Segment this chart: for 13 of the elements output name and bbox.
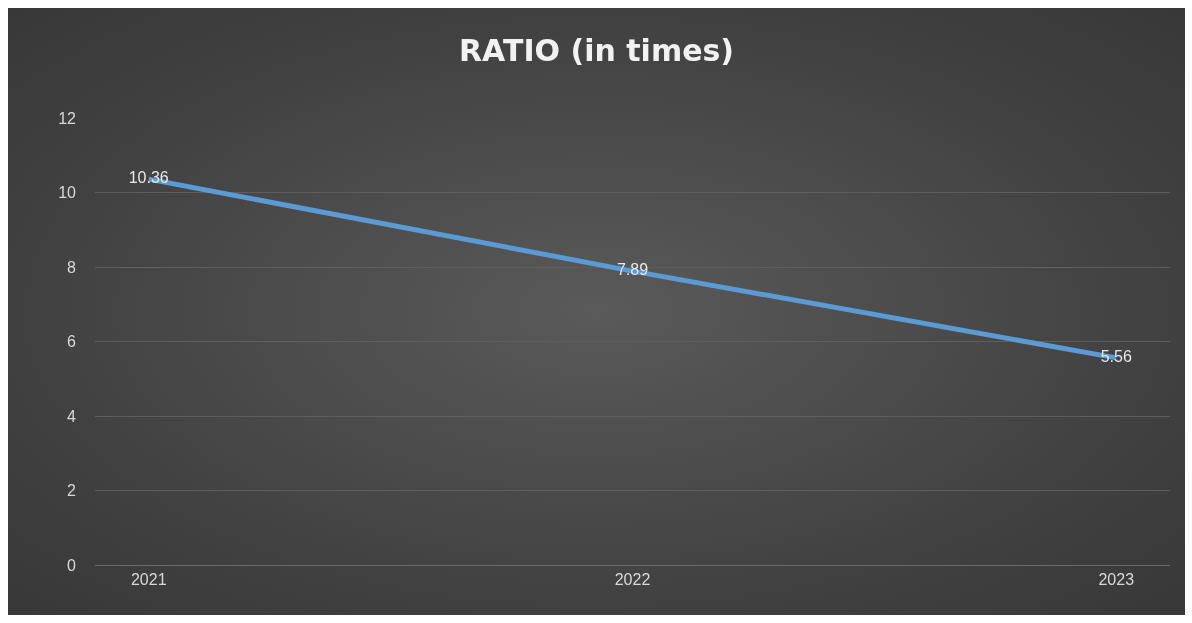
y-tick-label: 10 (58, 184, 77, 202)
chart-title: RATIO (in times) (458, 32, 735, 68)
y-tick-label: 6 (67, 333, 77, 351)
y-tick-label: 0 (67, 556, 77, 574)
y-tick-label: 8 (67, 258, 77, 276)
y-tick-label: 2 (67, 482, 77, 500)
y-tick-label: 4 (67, 407, 77, 425)
x-tick-label: 2022 (614, 571, 651, 589)
x-tick-label: 2023 (1098, 571, 1135, 589)
data-label: 5.56 (1100, 347, 1132, 365)
y-tick-label: 12 (58, 109, 77, 127)
x-tick-label: 2021 (130, 571, 167, 589)
data-label: 10.36 (128, 169, 169, 187)
